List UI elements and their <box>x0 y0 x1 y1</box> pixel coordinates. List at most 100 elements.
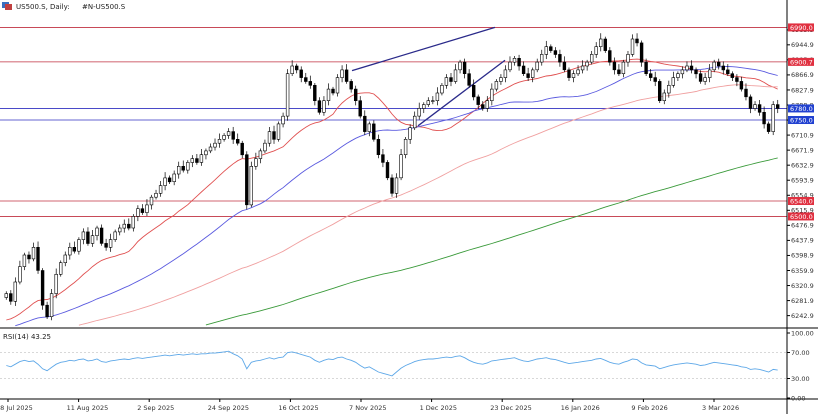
candle-body <box>422 104 426 109</box>
candle-body <box>635 38 639 44</box>
candle-body <box>290 65 294 74</box>
candle-body <box>77 239 81 252</box>
candle-body <box>431 100 435 102</box>
candle-body <box>657 81 662 102</box>
candle-body <box>208 146 213 152</box>
level-badge-text: 6900.7 <box>790 58 813 66</box>
time-axis: 18 Jul 2025 11 Aug 2025 2 Sep 2025 24 Sep 2… <box>0 399 739 412</box>
candle-body <box>149 196 154 206</box>
candle-body <box>81 231 86 240</box>
candle-body <box>467 73 471 86</box>
candle-body <box>630 38 635 55</box>
candle-body <box>154 193 158 198</box>
candle-body <box>22 254 27 267</box>
candle-body <box>485 100 489 109</box>
candle-body <box>222 135 226 140</box>
candle-body <box>99 227 104 244</box>
candle-body <box>381 154 385 163</box>
candle-body <box>644 61 648 74</box>
time-tick-label: 24 Sep 2025 <box>208 404 249 412</box>
candle-body <box>40 270 45 306</box>
candle-body <box>90 235 95 244</box>
candle-body <box>580 65 585 71</box>
candle-body <box>589 54 594 63</box>
candle-body <box>399 154 403 179</box>
price-tick-label: 6242.9 <box>791 312 814 320</box>
price-tick-label: 6710.9 <box>791 131 814 139</box>
candle-body <box>258 150 263 159</box>
candle-body <box>158 185 163 194</box>
candle-body <box>521 65 526 74</box>
candle-body <box>567 69 571 78</box>
candle-body <box>127 223 131 229</box>
time-tick-label: 7 Nov 2025 <box>349 404 387 412</box>
candle-body <box>703 77 707 82</box>
price-tick-label: 6944.9 <box>791 41 814 49</box>
candle-body <box>304 77 308 82</box>
candle-body <box>9 293 13 302</box>
candle-body <box>344 69 349 82</box>
candle-body <box>612 61 617 71</box>
time-tick-label: 11 Aug 2025 <box>67 404 109 412</box>
ma-line-20 <box>6 58 778 321</box>
chart-symbol: US500.S, Daily: <box>16 3 70 11</box>
level-badge-text: 6500.0 <box>790 213 813 221</box>
candle-body <box>726 69 730 75</box>
candle-body <box>267 131 272 144</box>
candle-body <box>462 61 467 74</box>
chart-header: US500.S, Daily: #N-US500.S <box>2 2 126 11</box>
candle-body <box>408 127 412 140</box>
candle-body <box>113 231 117 240</box>
candle-body <box>535 61 539 71</box>
candle-body <box>603 38 608 51</box>
candle-body <box>108 239 113 248</box>
candle-body <box>553 50 558 55</box>
candle-body <box>13 281 17 302</box>
candle-body <box>549 46 553 51</box>
candle-body <box>226 131 231 136</box>
rsi-panel: RSI(14) 43.25 100.00 70.00 30.00 0.00 <box>0 329 814 402</box>
trendline-upper <box>351 26 496 72</box>
level-badge-6750.0 <box>788 116 814 125</box>
candle-body <box>585 61 589 67</box>
level-badge-text: 6990.0 <box>790 24 813 32</box>
candle-body <box>530 69 535 78</box>
candle-body <box>526 73 530 78</box>
candle-body <box>385 162 390 179</box>
candle-body <box>285 73 290 117</box>
price-tick-label: 6632.9 <box>791 161 814 169</box>
candle-body <box>417 108 421 117</box>
time-tick-label: 3 Mar 2026 <box>702 404 739 412</box>
level-badge-6990.0 <box>788 23 814 32</box>
candle-body <box>712 61 716 71</box>
candle-body <box>204 150 208 156</box>
candle-body <box>186 162 190 171</box>
candle-body <box>326 88 331 101</box>
candle-body <box>308 81 312 86</box>
candle-body <box>131 216 135 229</box>
ma-line-200 <box>205 157 778 326</box>
candles <box>4 33 780 321</box>
candle-body <box>766 123 771 132</box>
candle-body <box>762 112 766 125</box>
candle-body <box>199 154 204 163</box>
candle-body <box>653 77 657 82</box>
candle-body <box>231 131 235 140</box>
candle-body <box>671 77 676 86</box>
candle-body <box>313 85 317 102</box>
candle-body <box>249 166 253 206</box>
candle-body <box>4 293 9 298</box>
level-badge-6780.0 <box>788 104 814 113</box>
price-tick-label: 6398.9 <box>791 252 814 260</box>
candle-body <box>245 154 249 206</box>
candle-body <box>272 131 276 140</box>
candle-body <box>390 177 394 194</box>
candle-body <box>735 77 739 82</box>
candle-body <box>36 247 40 271</box>
time-tick-label: 16 Jan 2026 <box>561 404 600 412</box>
candle-body <box>45 304 49 318</box>
candle-body <box>299 69 303 78</box>
